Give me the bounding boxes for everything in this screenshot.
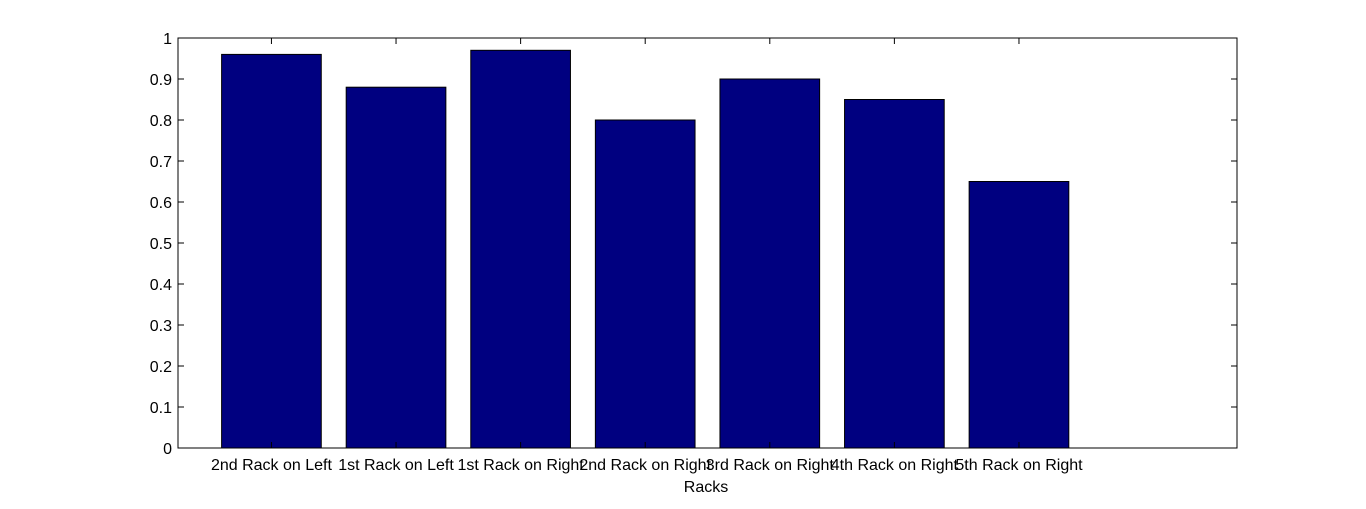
y-tick-label: 1	[163, 31, 172, 48]
x-axis-label: Racks	[684, 479, 728, 496]
y-tick-label: 0.7	[150, 154, 172, 171]
y-tick-label: 0.6	[150, 195, 172, 212]
bar	[844, 99, 945, 449]
bar	[719, 78, 821, 449]
bar	[221, 53, 322, 449]
x-tick-label: 5th Rack on Right	[955, 457, 1083, 474]
y-tick-label: 0.9	[150, 72, 172, 89]
y-axis: 0 0.1 0.2 0.3 0.4 0.5 0.6 0.7 0.8 0.9 1	[150, 31, 1237, 458]
y-tick-label: 0	[163, 441, 172, 458]
x-tick-label: 3rd Rack on Right	[706, 457, 835, 474]
x-axis: 2nd Rack on Left 1st Rack on Left 1st Rack…	[211, 38, 1083, 474]
x-tick-label: 1st Rack on Left	[338, 457, 454, 474]
y-tick-label: 0.5	[150, 236, 172, 253]
y-tick-label: 0.8	[150, 113, 172, 130]
bar	[470, 49, 571, 449]
bar	[968, 181, 1070, 449]
plot-area	[177, 37, 1238, 449]
bars-group	[221, 49, 1070, 449]
x-tick-label: 2nd Rack on Left	[211, 457, 333, 474]
x-tick-label: 4th Rack on Right	[831, 457, 959, 474]
x-tick-label: 2nd Rack on Right	[579, 457, 711, 474]
y-tick-label: 0.2	[150, 359, 172, 376]
bar	[594, 119, 696, 449]
y-tick-label: 0.4	[150, 277, 172, 294]
x-tick-label: 1st Rack on Right	[457, 457, 584, 474]
y-tick-label: 0.3	[150, 318, 172, 335]
bar	[345, 86, 447, 449]
y-tick-label: 0.1	[150, 400, 172, 417]
